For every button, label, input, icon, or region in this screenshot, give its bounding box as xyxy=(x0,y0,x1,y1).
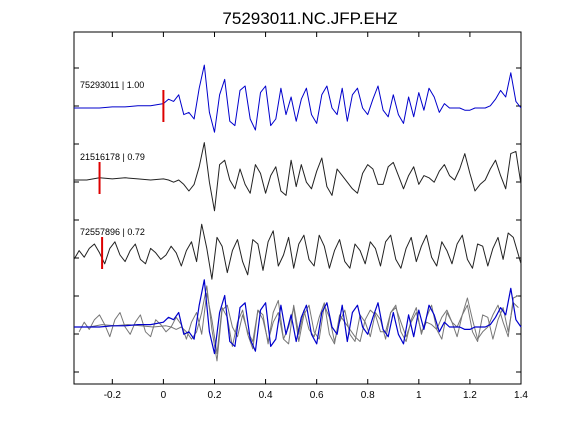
x-tick-label: 1.2 xyxy=(463,390,477,401)
trace-waveform-1 xyxy=(74,64,522,133)
trace-label-2: 21516178 | 0.79 xyxy=(80,152,145,162)
chart-title: 75293011.NC.JFP.EHZ xyxy=(222,9,397,28)
trace-layer: 75293011 | 1.00 21516178 | 0.79 72557896 |… xyxy=(73,64,522,362)
x-tick-label: -0.2 xyxy=(104,390,122,401)
overlay-waveform-3 xyxy=(78,292,519,355)
trace-label-1: 75293011 | 1.00 xyxy=(80,80,144,90)
x-tick-label: 0.4 xyxy=(259,390,273,401)
x-tick-label: 0.8 xyxy=(361,390,375,401)
trace-label-3: 72557896 | 0.72 xyxy=(80,227,145,237)
trace-waveform-3 xyxy=(73,223,522,280)
overlay-waveform-1 xyxy=(74,279,522,355)
x-tick-label: 0.6 xyxy=(310,390,324,401)
x-tick-label: 0 xyxy=(161,390,167,401)
x-tick-label: 0.2 xyxy=(208,390,222,401)
x-tick-label: 1.4 xyxy=(514,390,528,401)
trace-waveform-2 xyxy=(74,142,522,212)
x-tick-label: 1 xyxy=(416,390,422,401)
